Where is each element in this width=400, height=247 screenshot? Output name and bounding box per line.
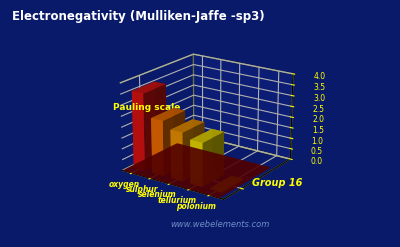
Text: www.webelements.com: www.webelements.com	[170, 220, 270, 229]
Text: Electronegativity (Mulliken-Jaffe -sp3): Electronegativity (Mulliken-Jaffe -sp3)	[12, 10, 265, 23]
